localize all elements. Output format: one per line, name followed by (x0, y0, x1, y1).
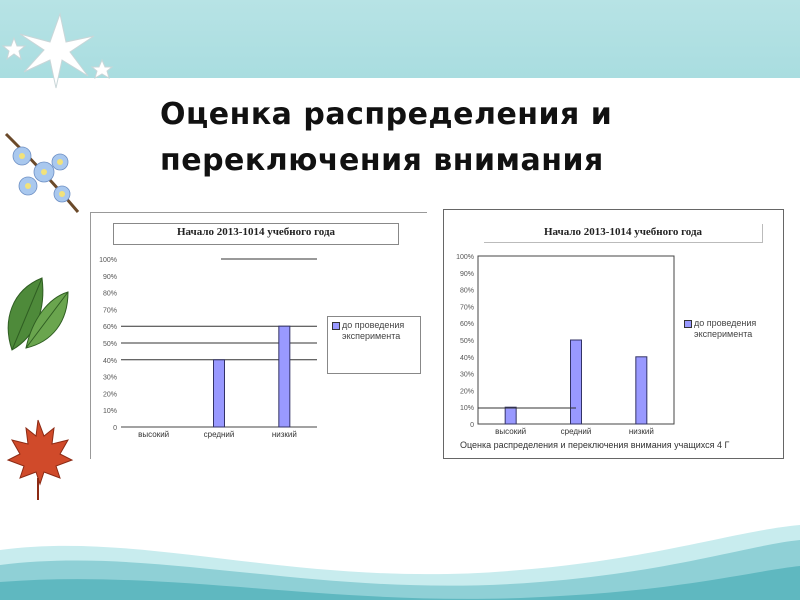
y-tick-label: 40% (460, 355, 474, 362)
y-tick-label: 30% (460, 372, 474, 379)
y-tick-label: 80% (103, 291, 117, 298)
bottom-wave-band (0, 525, 800, 600)
top-decor-band (0, 0, 800, 78)
slide-title: Оценка распределения и переключения вним… (160, 92, 680, 184)
leaves-icon (7, 277, 69, 351)
y-tick-label: 10% (460, 405, 474, 412)
y-tick-label: 90% (460, 271, 474, 278)
y-tick-label: 60% (103, 324, 117, 331)
flowers-icon (4, 132, 80, 213)
y-tick-label: 0 (470, 422, 474, 429)
y-tick-label: 90% (103, 274, 117, 281)
legend-label-line-2: эксперимента (694, 329, 753, 339)
bar (635, 356, 648, 425)
chart-legend: до проведения эксперимента (682, 316, 762, 342)
y-tick-label: 50% (460, 338, 474, 345)
legend-swatch (332, 322, 340, 330)
bar (213, 359, 225, 428)
y-tick-label: 70% (460, 304, 474, 311)
legend-label-line-2: эксперимента (342, 331, 401, 341)
bar (278, 325, 291, 428)
chart-panel-left: Начало 2013-1014 учебного года 0 10% 20% 30… (90, 212, 427, 459)
y-tick-label: 10% (103, 408, 117, 415)
y-tick-label: 100% (99, 257, 117, 264)
y-tick-label: 0 (113, 425, 117, 432)
y-tick-label: 70% (103, 307, 117, 314)
legend-swatch (684, 320, 692, 328)
x-tick-label: высокий (138, 430, 169, 439)
chart-title: Начало 2013-1014 учебного года (113, 223, 399, 245)
slide-title-line-2: переключения внимания (160, 143, 604, 178)
x-tick-label: средний (204, 430, 235, 439)
legend-label-line-1: до проведения (694, 318, 757, 328)
bar-chart-right: 0 10% 20% 30% 40% 50% 60% 70% 80% 90% 100% высокий с… (456, 254, 675, 436)
bar (570, 339, 582, 425)
y-tick-label: 30% (103, 375, 117, 382)
chart-panel-right: Начало 2013-1014 учебного года 0 10% 20% 30… (443, 209, 784, 459)
chart-caption: Оценка распределения и переключения вним… (460, 440, 730, 450)
y-tick-label: 40% (103, 358, 117, 365)
slide-title-line-1: Оценка распределения и (160, 97, 613, 132)
y-tick-label: 20% (103, 391, 117, 398)
chart-title: Начало 2013-1014 учебного года (484, 224, 763, 243)
x-tick-label: средний (561, 427, 592, 436)
y-tick-label: 60% (460, 321, 474, 328)
chart-legend: до проведения эксперимента (327, 316, 421, 374)
y-tick-label: 80% (460, 288, 474, 295)
legend-label-line-1: до проведения (342, 320, 405, 330)
x-tick-label: низкий (272, 430, 297, 439)
y-tick-label: 100% (456, 254, 474, 261)
bar-chart-left: 0 10% 20% 30% 40% 50% 60% 70% 80% 90% 100% высокий с… (99, 257, 317, 439)
x-tick-label: высокий (495, 427, 526, 436)
y-tick-label: 20% (460, 388, 474, 395)
maple-leaf-icon (6, 419, 74, 500)
x-tick-label: низкий (629, 427, 654, 436)
bar (504, 406, 517, 425)
snowflake-icon (1, 12, 114, 89)
y-tick-label: 50% (103, 341, 117, 348)
